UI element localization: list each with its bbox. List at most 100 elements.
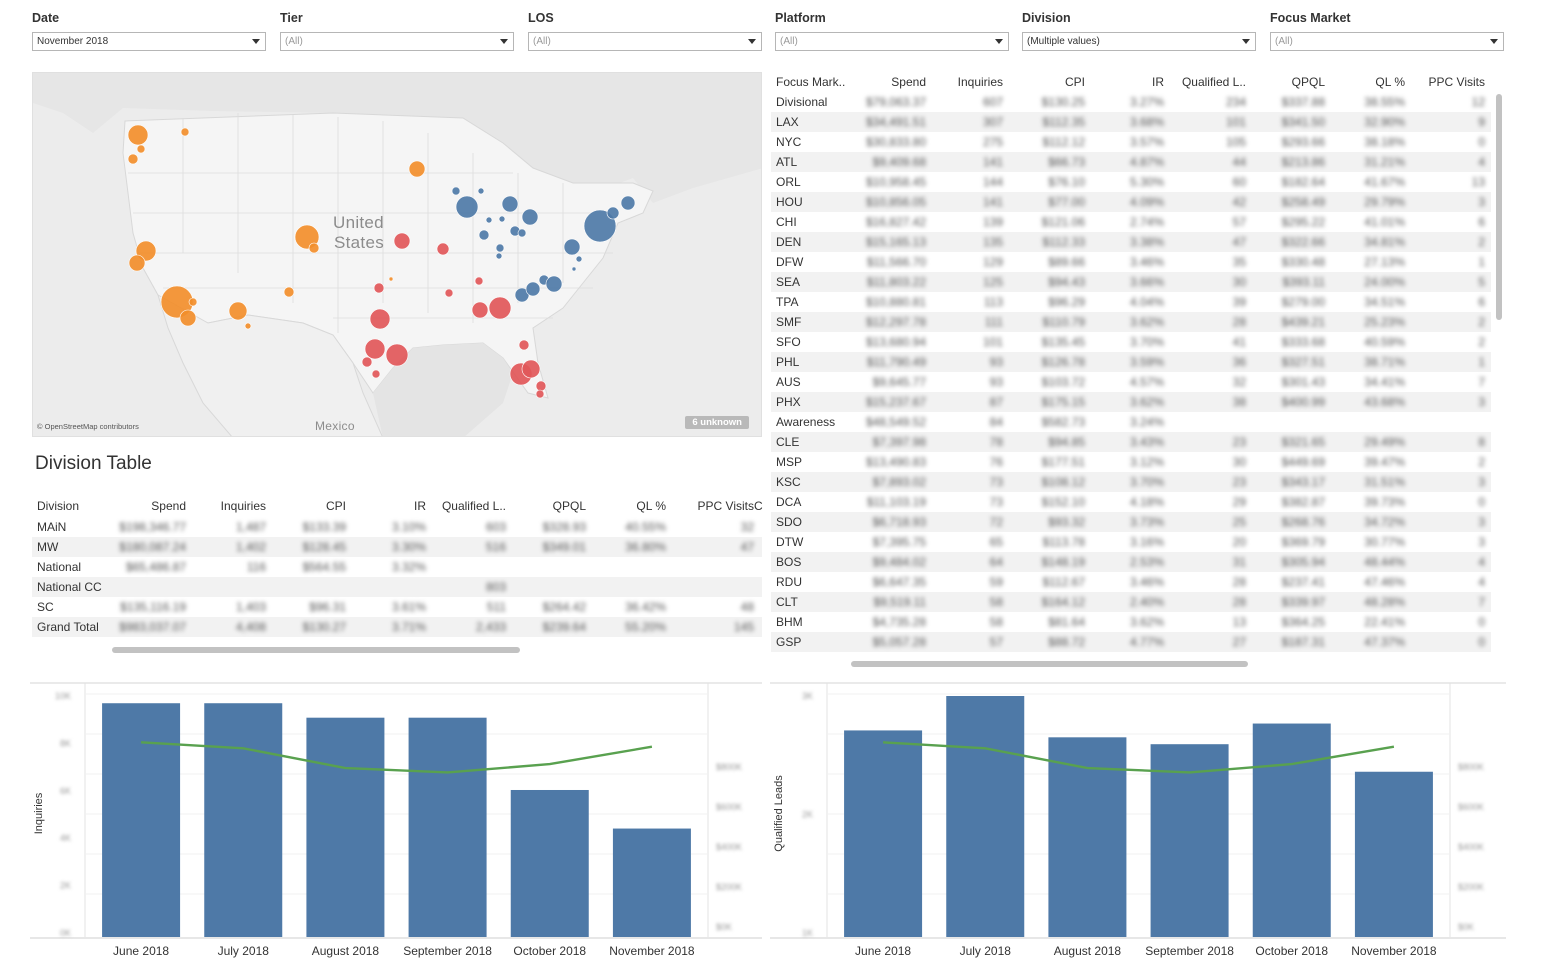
table-row[interactable]: PHL $11,790.49 93 $126.78 3.59% 36 $327.51 38.7…	[771, 352, 1491, 372]
market-marker[interactable]	[388, 276, 394, 282]
column-header[interactable]: Inquiries	[957, 75, 1003, 89]
market-marker[interactable]	[521, 208, 539, 226]
column-header[interactable]: IR	[1152, 75, 1164, 89]
market-marker[interactable]	[393, 232, 411, 250]
market-marker[interactable]	[451, 186, 461, 196]
column-header[interactable]: CPI	[1064, 75, 1085, 89]
platform-dropdown[interactable]: (All)	[775, 32, 1009, 51]
market-marker[interactable]	[525, 281, 541, 297]
table-row[interactable]: KSC $7,893.02 73 $108.12 3.70% 23 $343.17 31.51…	[771, 472, 1491, 492]
market-marker[interactable]	[371, 369, 381, 379]
table-row[interactable]: Awareness $48,549.52 84 $582.73 3.24%	[771, 412, 1491, 432]
table-row[interactable]: DCA $11,103.19 73 $152.10 4.18% 29 $382.87 39.7…	[771, 492, 1491, 512]
focus-table-vscrollbar[interactable]	[1496, 94, 1502, 320]
table-row[interactable]: LAX $34,491.51 307 $112.35 3.68% 101 $341.50 32…	[771, 112, 1491, 132]
market-marker[interactable]	[517, 228, 527, 238]
market-marker[interactable]	[477, 187, 485, 195]
market-marker[interactable]	[545, 275, 563, 293]
market-marker[interactable]	[408, 160, 426, 178]
market-marker[interactable]	[485, 216, 493, 224]
table-row[interactable]: MAiN $198,346.77 1,487 $133.39 3.10% 603 $328.…	[32, 517, 762, 537]
table-row[interactable]: BHM $4,735.28 58 $81.64 3.62% 13 $364.25 22.41%…	[771, 612, 1491, 632]
market-marker[interactable]	[620, 195, 636, 211]
focus-table-hscrollbar[interactable]	[851, 661, 1248, 667]
market-marker[interactable]	[495, 243, 505, 253]
table-row[interactable]: SEA $11,803.22 125 $94.43 3.66% 30 $393.11 24.0…	[771, 272, 1491, 292]
column-header[interactable]: PPC Visits	[1428, 75, 1485, 89]
market-marker[interactable]	[179, 309, 197, 327]
column-header[interactable]: IR	[414, 499, 426, 513]
table-row[interactable]: Grand Total $983,037.07 4,408 $130.27 3.71% 2…	[32, 617, 762, 637]
table-row[interactable]: NYC $30,833.80 275 $112.12 3.57% 105 $293.66 38…	[771, 132, 1491, 152]
table-row[interactable]: TPA $10,880.81 113 $96.29 4.04% 39 $279.00 34.5…	[771, 292, 1491, 312]
table-row[interactable]: AUS $9,645.77 93 $103.72 4.57% 32 $301.43 34.41…	[771, 372, 1491, 392]
table-row[interactable]: National CC 803	[32, 577, 762, 597]
market-marker[interactable]	[518, 339, 530, 351]
market-marker[interactable]	[228, 301, 248, 321]
market-marker[interactable]	[575, 255, 583, 263]
table-row[interactable]: ORL $10,958.45 144 $76.10 5.30% 60 $182.64 41.6…	[771, 172, 1491, 192]
column-header[interactable]: CPI	[325, 499, 346, 513]
column-header[interactable]: Qualified L..	[1181, 75, 1246, 89]
table-row[interactable]: DEN $15,165.13 135 $112.33 3.38% 47 $322.66 34.…	[771, 232, 1491, 252]
bar[interactable]	[946, 696, 1025, 937]
market-marker[interactable]	[436, 242, 450, 256]
column-header[interactable]: QPQL	[1291, 75, 1325, 89]
market-marker[interactable]	[127, 124, 149, 146]
table-row[interactable]: MSP $13,490.83 76 $177.51 3.12% 30 $449.69 39.4…	[771, 452, 1491, 472]
market-marker[interactable]	[136, 144, 146, 154]
bar[interactable]	[1252, 723, 1331, 937]
market-marker[interactable]	[501, 195, 519, 213]
market-marker[interactable]	[369, 308, 391, 330]
bar[interactable]	[844, 730, 923, 937]
table-row[interactable]: ATL $9,409.68 141 $66.73 4.87% 44 $213.86 31.21…	[771, 152, 1491, 172]
table-row[interactable]: SDO $6,718.93 72 $93.32 3.73% 25 $268.76 34.72%…	[771, 512, 1491, 532]
table-row[interactable]: CHI $16,827.42 139 $121.06 2.74% 57 $295.22 41.…	[771, 212, 1491, 232]
market-marker[interactable]	[571, 266, 577, 272]
column-header[interactable]: Inquiries	[220, 499, 266, 513]
market-marker[interactable]	[478, 229, 490, 241]
market-marker[interactable]	[488, 296, 512, 320]
unknown-locations-badge[interactable]: 6 unknown	[685, 416, 749, 429]
bar[interactable]	[1354, 771, 1433, 937]
market-marker[interactable]	[373, 282, 385, 294]
tier-dropdown[interactable]: (All)	[280, 32, 514, 51]
bar[interactable]	[408, 717, 487, 937]
market-marker[interactable]	[385, 343, 409, 367]
table-row[interactable]: Divisional $79,063.37 607 $130.25 3.27% 234 $3…	[771, 92, 1491, 112]
table-row[interactable]: MW $180,087.24 1,402 $128.45 3.30% 516 $349.01…	[32, 537, 762, 557]
column-header[interactable]: QL %	[1375, 75, 1405, 89]
los-dropdown[interactable]: (All)	[528, 32, 762, 51]
table-row[interactable]: DTW $7,395.75 65 $113.78 3.16% 20 $369.79 30.77…	[771, 532, 1491, 552]
us-market-map[interactable]: United States Mexico © OpenStreetMap con…	[32, 72, 762, 437]
division-table-scrollbar[interactable]	[112, 647, 520, 653]
bar[interactable]	[1048, 737, 1127, 937]
bar[interactable]	[510, 789, 589, 937]
table-row[interactable]: National $65,486.87 116 $564.55 3.32%	[32, 557, 762, 577]
market-marker[interactable]	[583, 209, 617, 243]
market-marker[interactable]	[535, 389, 545, 399]
bar[interactable]	[102, 703, 181, 937]
market-marker[interactable]	[521, 359, 541, 379]
bar[interactable]	[612, 828, 691, 937]
market-marker[interactable]	[535, 380, 547, 392]
market-marker[interactable]	[471, 301, 489, 319]
table-row[interactable]: SMF $12,297.78 111 $110.79 3.62% 28 $439.21 25.…	[771, 312, 1491, 332]
column-header[interactable]: PPC Visits	[697, 499, 754, 513]
table-row[interactable]: HOU $10,856.05 141 $77.00 4.09% 42 $258.49 29.7…	[771, 192, 1491, 212]
table-row[interactable]: PHX $15,237.67 87 $175.15 3.62% 38 $400.99 43.6…	[771, 392, 1491, 412]
column-header[interactable]: C	[754, 499, 763, 513]
market-marker[interactable]	[308, 242, 320, 254]
bar[interactable]	[1150, 744, 1229, 937]
market-marker[interactable]	[180, 127, 190, 137]
column-header[interactable]: QL %	[636, 499, 666, 513]
table-row[interactable]: GSP $5,057.28 57 $88.72 4.77% 27 $187.31 47.37%…	[771, 632, 1491, 652]
market-marker[interactable]	[563, 238, 581, 256]
spend-line[interactable]	[141, 741, 653, 774]
market-marker[interactable]	[495, 252, 503, 260]
market-marker[interactable]	[361, 356, 373, 368]
market-marker[interactable]	[444, 288, 454, 298]
bar[interactable]	[204, 703, 283, 937]
market-marker[interactable]	[244, 322, 252, 330]
column-header[interactable]: Spend	[151, 499, 186, 513]
